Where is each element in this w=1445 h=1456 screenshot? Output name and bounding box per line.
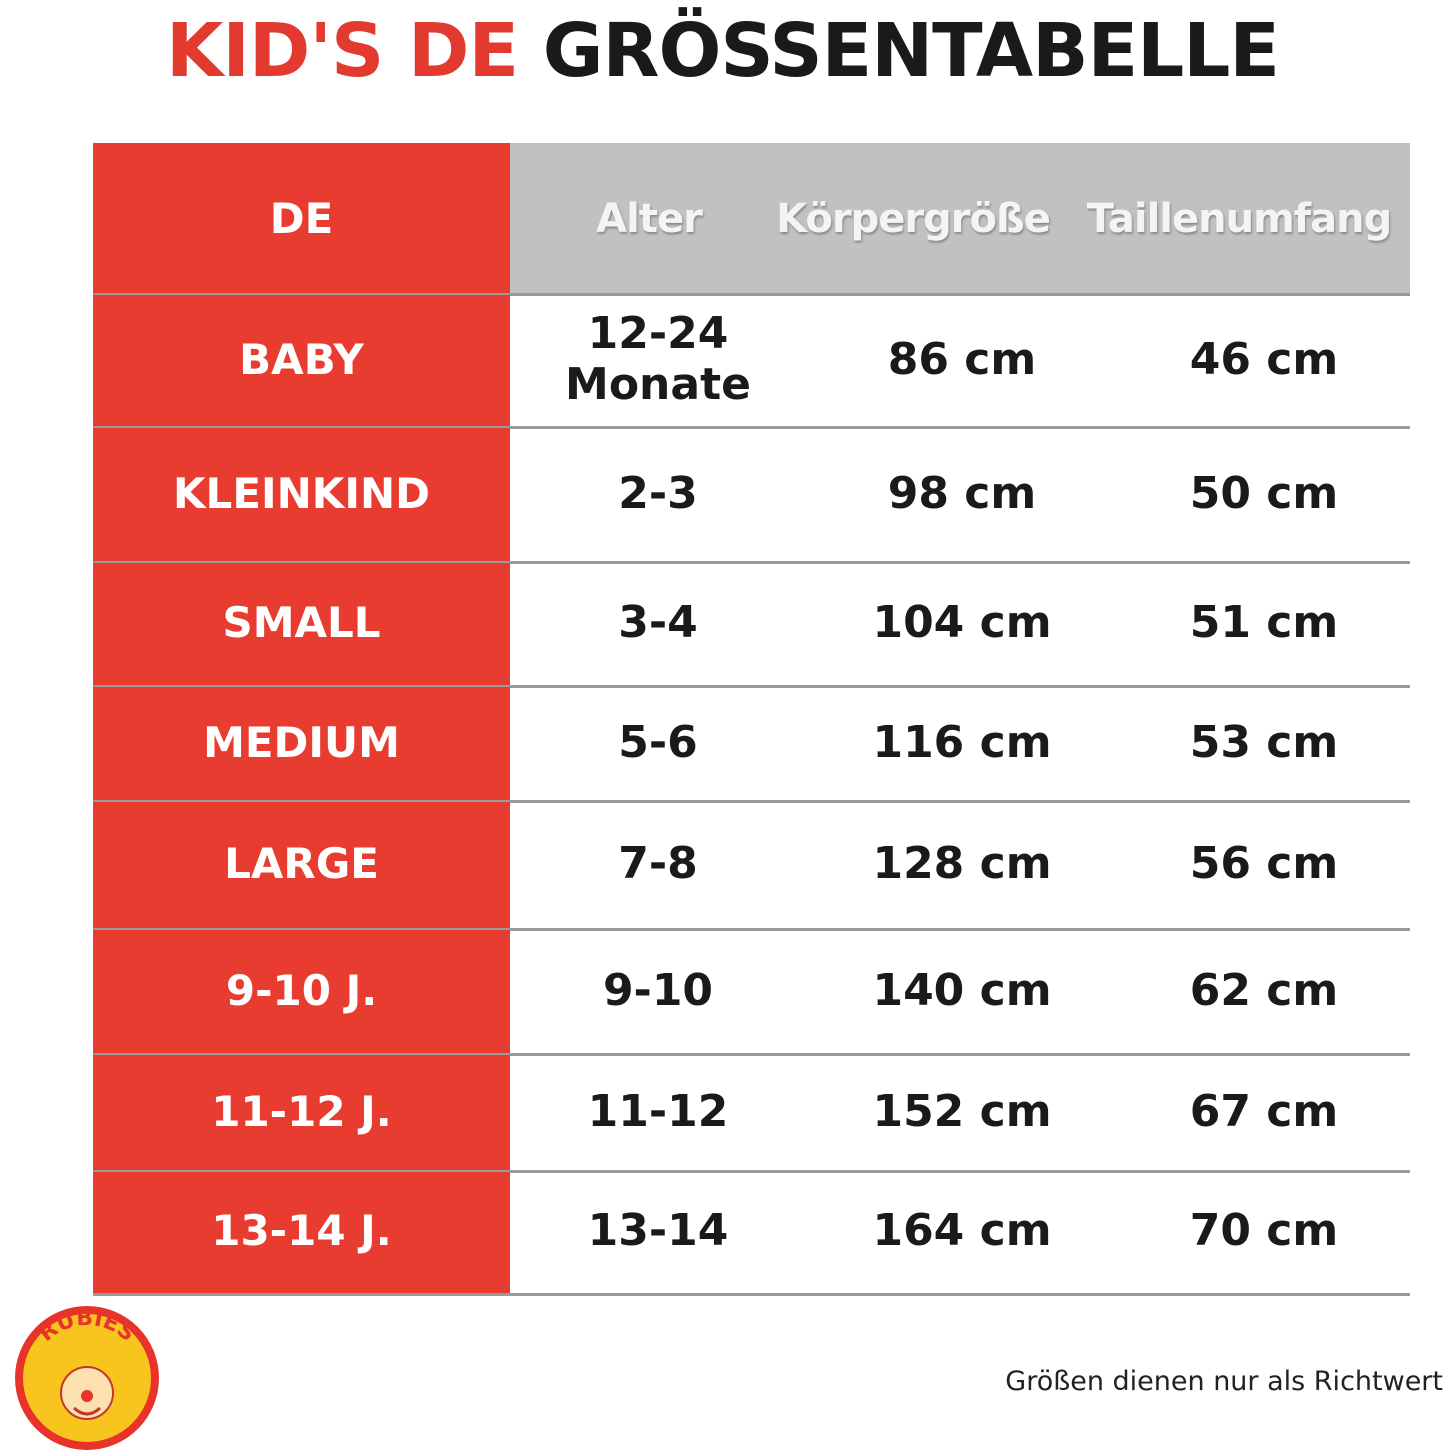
- size-label: BABY: [93, 295, 510, 425]
- size-label: LARGE: [93, 802, 510, 927]
- size-value: 50 cm: [1189, 467, 1339, 519]
- header-cell: Alter: [596, 196, 703, 242]
- header-bg: [510, 143, 1410, 295]
- size-value: 46 cm: [1189, 333, 1339, 385]
- size-value: 12-24 Monate: [565, 308, 751, 410]
- size-value: 104 cm: [872, 597, 1052, 649]
- size-value: 5-6: [618, 716, 698, 768]
- size-value: 98 cm: [887, 467, 1037, 519]
- row-separator: [93, 426, 1410, 429]
- size-value: 13-14: [587, 1204, 729, 1256]
- size-label: MEDIUM: [93, 687, 510, 799]
- title: KID'S DE GRÖSSENTABELLE: [0, 8, 1445, 94]
- size-value: 67 cm: [1189, 1085, 1339, 1137]
- title-main: GRÖSSENTABELLE: [542, 8, 1280, 94]
- size-label: KLEINKIND: [93, 428, 510, 560]
- size-label: 11-12 J.: [93, 1055, 510, 1169]
- size-label: 9-10 J.: [93, 930, 510, 1052]
- size-value: 140 cm: [872, 964, 1052, 1016]
- size-value: 62 cm: [1189, 964, 1339, 1016]
- size-table: DE Alter Körpergröße Taillenumfang BABY 12-24…: [93, 143, 1410, 1296]
- size-label: SMALL: [93, 563, 510, 684]
- size-label: 13-14 J.: [93, 1172, 510, 1290]
- row-separator: [93, 685, 1410, 688]
- size-value: 7-8: [618, 838, 698, 890]
- size-value: 56 cm: [1189, 838, 1339, 890]
- row-separator: [93, 1170, 1410, 1173]
- size-value: 11-12: [587, 1085, 729, 1137]
- header-cell: Körpergröße: [776, 196, 1051, 242]
- logo: RUBIES: [15, 1306, 159, 1450]
- size-value: 9-10: [602, 964, 714, 1016]
- size-value: 53 cm: [1189, 716, 1339, 768]
- row-separator: [93, 800, 1410, 803]
- row-separator: [93, 1293, 1410, 1296]
- row-separator: [93, 1053, 1410, 1056]
- size-value: 70 cm: [1189, 1204, 1339, 1256]
- size-value: 152 cm: [872, 1085, 1052, 1137]
- title-highlight: KID'S DE: [166, 8, 519, 94]
- row-separator: [93, 928, 1410, 931]
- header-cell: Taillenumfang: [1086, 196, 1393, 242]
- row-separator: [93, 293, 1410, 296]
- size-value: 2-3: [618, 467, 698, 519]
- size-value: 116 cm: [872, 716, 1052, 768]
- size-value: 128 cm: [872, 838, 1052, 890]
- row-separator: [93, 561, 1410, 564]
- header-cell: DE: [93, 143, 510, 295]
- size-value: 3-4: [618, 597, 698, 649]
- size-value: 164 cm: [872, 1204, 1052, 1256]
- size-value: 51 cm: [1189, 597, 1339, 649]
- footnote: Größen dienen nur als Richtwert: [1005, 1366, 1443, 1397]
- size-value: 86 cm: [887, 333, 1037, 385]
